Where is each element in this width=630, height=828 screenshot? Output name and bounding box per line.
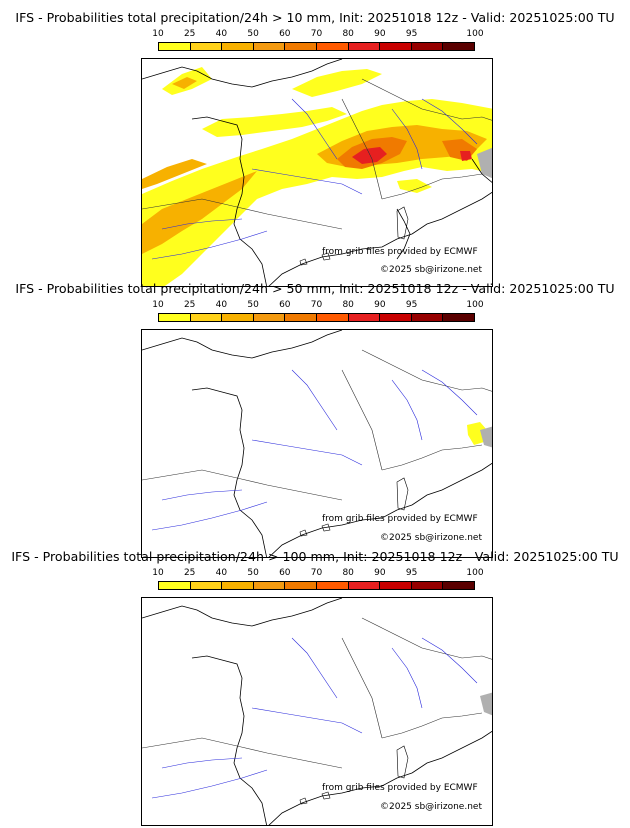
credit-ecmwf: from grib files provided by ECMWF [322,247,478,257]
colorbar-segment [316,314,349,321]
colorbar [158,581,475,590]
borders [142,617,492,769]
tick-label: 40 [215,29,228,39]
tick-label: 50 [247,29,259,39]
borders [142,349,492,501]
colorbar-segment [348,582,381,589]
colorbar-segment [348,43,381,50]
tick-label: 25 [183,300,196,310]
colorbar-segment [380,43,412,50]
map-50mm [141,329,493,558]
tick-label: 70 [310,568,323,578]
tick-label: 80 [342,29,354,39]
colorbar-segment [443,314,474,321]
precip-shading [480,692,492,716]
tick-label: 70 [310,300,323,310]
colorbar-segment [253,43,286,50]
colorbar-segment [190,43,223,50]
tick-label: 40 [215,568,228,578]
tick-label: 100 [466,300,484,310]
tick-label: 40 [215,300,228,310]
colorbar-segment [285,314,317,321]
tick-label: 90 [374,29,386,39]
colorbar-segment [411,582,444,589]
colorbar-segment [159,582,191,589]
tick-label: 100 [466,568,484,578]
tick-label: 50 [247,300,259,310]
panel-title: IFS - Probabilities total precipitation/… [11,549,619,564]
tick-label: 25 [183,29,196,39]
credit-site: ©2025 sb@irizone.net [380,802,482,812]
precip-shading [467,422,492,448]
colorbar-segment [316,43,349,50]
colorbar-segment [411,43,444,50]
rivers [151,98,478,260]
colorbar-ticks: 10 25 40 50 60 70 80 90 95 100 [152,568,483,580]
colorbar [158,42,475,51]
tick-label: 95 [405,568,418,578]
credit-site: ©2025 sb@irizone.net [380,533,482,543]
colorbar-segment [285,582,317,589]
tick-label: 90 [374,300,386,310]
tick-label: 60 [279,29,291,39]
map-100mm [141,597,493,826]
tick-label: 10 [152,568,164,578]
tick-label: 80 [342,300,354,310]
rivers [151,369,478,531]
islands [299,206,409,266]
colorbar-segment [285,43,317,50]
colorbar-segment [348,314,381,321]
colorbar-segment [190,582,223,589]
colorbar-segment [222,43,254,50]
tick-label: 25 [183,568,196,578]
coastlines [142,598,492,825]
credit-site: ©2025 sb@irizone.net [380,265,482,275]
colorbar-ticks: 10 25 40 50 60 70 80 90 95 100 [152,300,483,312]
colorbar-segment [159,314,191,321]
tick-label: 80 [342,568,354,578]
tick-label: 10 [152,300,164,310]
tick-label: 10 [152,29,164,39]
coastlines [142,330,492,557]
colorbar-segment [443,582,474,589]
colorbar-ticks: 10 25 40 50 60 70 80 90 95 100 [152,29,483,41]
colorbar-segment [411,314,444,321]
colorbar-segment [222,582,254,589]
tick-label: 100 [466,29,484,39]
colorbar-segment [316,582,349,589]
colorbar-segment [443,43,474,50]
tick-label: 95 [405,300,418,310]
colorbar-segment [253,314,286,321]
credit-ecmwf: from grib files provided by ECMWF [322,783,478,793]
colorbar-segment [253,582,286,589]
panel-title: IFS - Probabilities total precipitation/… [15,281,615,296]
tick-label: 90 [374,568,386,578]
colorbar-segment [380,314,412,321]
tick-label: 70 [310,29,323,39]
colorbar [158,313,475,322]
borders [142,78,492,230]
colorbar-segment [222,314,254,321]
tick-label: 95 [405,29,418,39]
rivers [151,637,478,799]
tick-label: 50 [247,568,259,578]
panel-title: IFS - Probabilities total precipitation/… [15,10,615,25]
islands [299,477,409,537]
colorbar-segment [190,314,223,321]
islands [299,745,409,805]
credit-ecmwf: from grib files provided by ECMWF [322,514,478,524]
tick-label: 60 [279,568,291,578]
tick-label: 60 [279,300,291,310]
coastlines [142,59,492,286]
colorbar-segment [159,43,191,50]
map-10mm [141,58,493,287]
colorbar-segment [380,582,412,589]
